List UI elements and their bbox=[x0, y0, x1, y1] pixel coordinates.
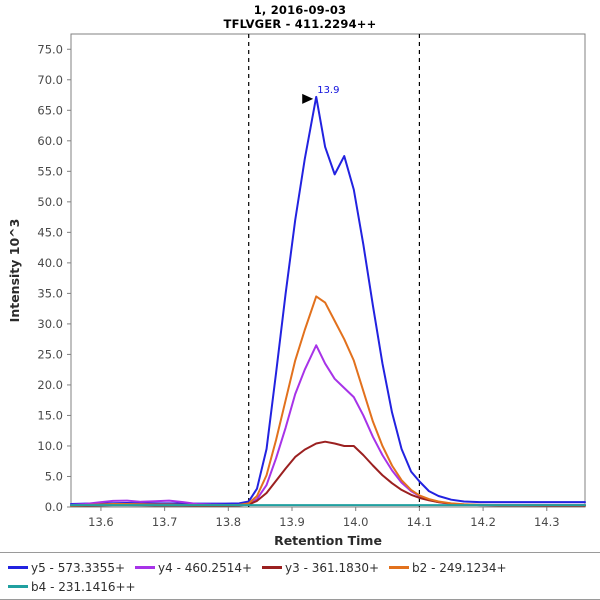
y-tick-label: 15.0 bbox=[37, 408, 63, 422]
y-tick-label: 5.0 bbox=[45, 469, 63, 483]
x-axis-label: Retention Time bbox=[274, 533, 382, 548]
legend-item[interactable]: y4 - 460.2514+ bbox=[135, 558, 252, 577]
legend-color-swatch bbox=[389, 566, 410, 569]
y-tick-label: 10.0 bbox=[37, 439, 63, 453]
x-tick-label: 13.7 bbox=[152, 515, 178, 529]
y-tick-label: 25.0 bbox=[37, 347, 63, 361]
chromatogram-plot[interactable]: 0.0 5.0 10.0 15.0 20.0 25.0 30.0 35.0 40.0 45.0 50… bbox=[0, 0, 600, 552]
series-trace-y4 bbox=[70, 344, 586, 506]
legend-item[interactable]: y5 - 573.3355+ bbox=[8, 558, 125, 577]
x-tick-label: 14.3 bbox=[534, 515, 560, 529]
series-trace-y3 bbox=[70, 440, 586, 507]
y-tick-label: 55.0 bbox=[37, 164, 63, 178]
x-tick-label: 14.2 bbox=[470, 515, 496, 529]
y-tick-label: 30.0 bbox=[37, 317, 63, 331]
legend-item-label: b2 - 249.1234+ bbox=[412, 560, 507, 575]
legend-item[interactable]: b2 - 249.1234+ bbox=[389, 558, 507, 577]
chart-title-line-1: 1, 2016-09-03 bbox=[253, 3, 347, 17]
plot-frame bbox=[70, 33, 586, 508]
legend-item[interactable]: b4 - 231.1416++ bbox=[8, 577, 136, 596]
series-trace-y5 bbox=[70, 95, 586, 505]
y-axis-label: Intensity 10^3 bbox=[7, 219, 22, 323]
legend-item-label: b4 - 231.1416++ bbox=[31, 579, 136, 594]
y-tick-label: 35.0 bbox=[37, 286, 63, 300]
peak-annotations: 13.9 bbox=[302, 85, 339, 104]
legend-item-label: y3 - 361.1830+ bbox=[285, 560, 380, 575]
y-tick-label: 60.0 bbox=[37, 134, 63, 148]
y-tick-label: 20.0 bbox=[37, 378, 63, 392]
legend-color-swatch bbox=[8, 566, 28, 569]
legend-item-label: y5 - 573.3355+ bbox=[31, 560, 126, 575]
x-tick-label: 13.6 bbox=[88, 515, 114, 529]
legend-color-swatch bbox=[8, 585, 28, 588]
y-tick-label: 75.0 bbox=[37, 42, 63, 56]
x-axis-ticks: 13.6 13.7 13.8 13.9 14.0 14.1 14.2 14.3 bbox=[88, 507, 560, 529]
y-tick-label: 0.0 bbox=[45, 500, 63, 514]
y-tick-label: 70.0 bbox=[37, 73, 63, 87]
legend-item[interactable]: y3 - 361.1830+ bbox=[262, 558, 379, 577]
y-tick-label: 40.0 bbox=[37, 256, 63, 270]
legend-item-label: y4 - 460.2514+ bbox=[158, 560, 253, 575]
x-tick-label: 14.0 bbox=[343, 515, 369, 529]
legend-color-swatch bbox=[135, 566, 156, 569]
chart-title-line-2: TFLVGER - 411.2294++ bbox=[223, 17, 377, 31]
legend-items: y5 - 573.3355+ y4 - 460.2514+ y3 - 361.183… bbox=[8, 558, 592, 596]
y-tick-label: 50.0 bbox=[37, 195, 63, 209]
y-tick-label: 45.0 bbox=[37, 225, 63, 239]
x-tick-label: 13.8 bbox=[216, 515, 242, 529]
y-axis-ticks: 0.0 5.0 10.0 15.0 20.0 25.0 30.0 35.0 40.0 45.0 50… bbox=[37, 42, 71, 514]
legend-color-swatch bbox=[262, 566, 283, 569]
peak-marker-triangle-icon bbox=[302, 93, 314, 104]
x-tick-label: 14.1 bbox=[407, 515, 433, 529]
series-traces bbox=[70, 95, 586, 507]
legend: y5 - 573.3355+ y4 - 460.2514+ y3 - 361.183… bbox=[0, 552, 600, 600]
y-tick-label: 65.0 bbox=[37, 103, 63, 117]
series-trace-b2 bbox=[70, 295, 586, 507]
chart-title: 1, 2016-09-03 TFLVGER - 411.2294++ bbox=[0, 3, 600, 31]
integration-boundary-lines[interactable] bbox=[248, 34, 420, 507]
x-tick-label: 13.9 bbox=[279, 515, 305, 529]
peak-retention-time-label: 13.9 bbox=[317, 85, 339, 96]
